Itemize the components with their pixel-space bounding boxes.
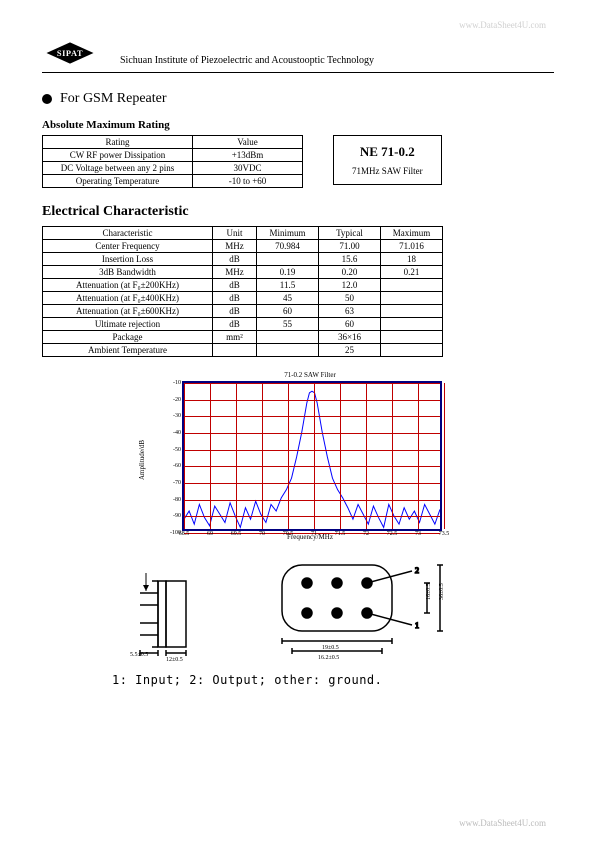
table-row: Attenuation (at F₀±600KHz)dB6063 <box>43 305 443 318</box>
abs-max-title: Absolute Maximum Rating <box>42 119 554 131</box>
header-rule <box>42 72 554 73</box>
table-row: Rating Value <box>43 136 303 149</box>
chart-trace <box>184 383 440 531</box>
table-header: Minimum <box>257 227 319 240</box>
table-row: Ambient Temperature25 <box>43 344 443 357</box>
table-header: Typical <box>319 227 381 240</box>
svg-text:SIPAT: SIPAT <box>57 49 83 58</box>
table-row: Attenuation (at F₀±200KHz)dB11.512.0 <box>43 279 443 292</box>
table-header: Unit <box>213 227 257 240</box>
table-row: Attenuation (at F₀±400KHz)dB4550 <box>43 292 443 305</box>
abs-max-table: Rating Value CW RF power Dissipation+13d… <box>42 135 303 188</box>
institute-name: Sichuan Institute of Piezoelectric and A… <box>120 55 374 66</box>
application-text: For GSM Repeater <box>60 91 167 107</box>
table-row: Center FrequencyMHz70.98471.0071.016 <box>43 240 443 253</box>
elec-title: Electrical Characteristic <box>42 204 554 220</box>
table-row: CW RF power Dissipation+13dBm <box>43 149 303 162</box>
svg-text:1: 1 <box>415 621 419 630</box>
table-row: Packagemm²36×16 <box>43 331 443 344</box>
svg-text:2: 2 <box>415 566 419 575</box>
chart-title: 71-0.2 SAW Filter <box>160 371 460 379</box>
part-number: NE 71-0.2 <box>352 144 423 160</box>
elec-table: Characteristic Unit Minimum Typical Maxi… <box>42 226 443 357</box>
bullet-icon <box>42 94 52 104</box>
sipat-logo: SIPAT <box>42 40 98 66</box>
svg-text:5.5±0.5: 5.5±0.5 <box>130 652 148 658</box>
application-line: For GSM Repeater <box>42 91 554 107</box>
page-header: SIPAT Sichuan Institute of Piezoelectric… <box>42 40 554 66</box>
watermark-bottom: www.DataSheet4U.com <box>459 818 546 828</box>
table-row: DC Voltage between any 2 pins30VDC <box>43 162 303 175</box>
svg-text:12±0.5: 12±0.5 <box>166 657 183 663</box>
svg-text:19±0.5: 19±0.5 <box>322 645 339 651</box>
package-side-view: 5.5±0.5 12±0.5 <box>122 573 222 663</box>
table-row: Ultimate rejectiondB5560 <box>43 318 443 331</box>
svg-text:16.2±0.5: 16.2±0.5 <box>318 655 339 661</box>
table-header: Value <box>193 136 303 149</box>
table-header: Rating <box>43 136 193 149</box>
svg-text:16±0.5: 16±0.5 <box>426 583 432 600</box>
package-legend: 1: Input; 2: Output; other: ground. <box>112 673 554 687</box>
table-header: Maximum <box>381 227 443 240</box>
table-header: Characteristic <box>43 227 213 240</box>
chart-plot-area: -10-20-30-40-50-60-70-80-90-10068.56969.… <box>182 381 442 531</box>
package-top-view: 2 1 19±0.5 16.2±0.5 16±0.5 36±0.5 <box>272 553 452 663</box>
watermark-top: www.DataSheet4U.com <box>459 20 546 30</box>
chart-ylabel: Amplitude/dB <box>138 440 146 480</box>
table-row: Insertion LossdB15.618 <box>43 253 443 266</box>
table-row: Characteristic Unit Minimum Typical Maxi… <box>43 227 443 240</box>
part-desc: 71MHz SAW Filter <box>352 166 423 176</box>
part-number-box: NE 71-0.2 71MHz SAW Filter <box>333 135 442 185</box>
table-row: 3dB BandwidthMHz0.190.200.21 <box>43 266 443 279</box>
response-chart: 71-0.2 SAW Filter Amplitude/dB -10-20-30… <box>160 371 460 541</box>
svg-text:36±0.5: 36±0.5 <box>439 583 445 600</box>
package-drawings: 5.5±0.5 12±0.5 2 1 19±0.5 16.2±0.5 16±0.… <box>122 553 554 663</box>
table-row: Operating Temperature-10 to +60 <box>43 175 303 188</box>
